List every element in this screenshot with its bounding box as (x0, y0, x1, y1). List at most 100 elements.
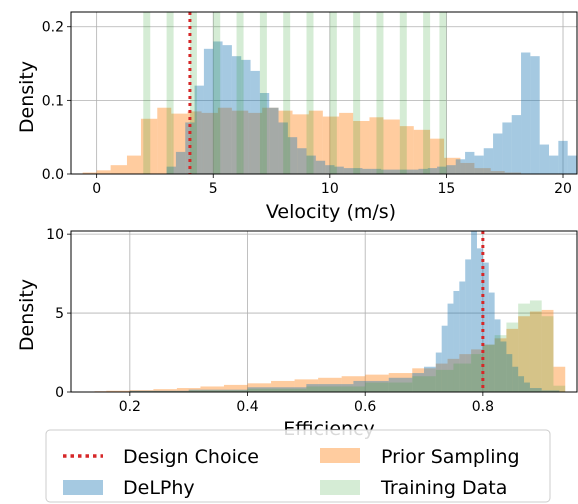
velocity-prior-sampling-bar-1 (96, 170, 111, 174)
efficiency-delphy-bar-10 (441, 325, 448, 392)
efficiency-prior-sampling-bar-22 (518, 316, 530, 392)
velocity-delphy-bar-24 (390, 169, 400, 174)
velocity-delphy-bar-18 (334, 166, 344, 174)
velocity-delphy-bar-30 (446, 165, 456, 174)
efficiency-training-data-bar-12 (506, 322, 519, 392)
velocity-prior-sampling-bar-15 (308, 110, 323, 174)
efficiency-delphy-bar-20 (500, 341, 507, 392)
velocity-delphy-bar-1 (175, 151, 186, 174)
efficiency-delphy-bar-12 (453, 290, 460, 392)
efficiency-training-data-bar-10 (482, 344, 495, 392)
efficiency-delphy-bar-24 (524, 382, 530, 392)
velocity-prior-sampling-bar-13 (278, 110, 293, 174)
velocity-delphy-bar-41 (549, 155, 559, 174)
efficiency-ytick-label-1: 5 (55, 306, 64, 322)
velocity-prior-sampling-bar-22 (413, 129, 431, 174)
velocity-prior-sampling-bar-20 (383, 119, 400, 174)
efficiency-delphy-bar-22 (512, 366, 519, 392)
efficiency-training-data-bar-6 (412, 376, 436, 392)
efficiency-training-data-bar-3 (247, 388, 307, 392)
velocity-delphy-bar-26 (409, 169, 419, 174)
legend-prior-sampling-swatch (320, 448, 360, 463)
efficiency-delphy-bar-7 (412, 373, 425, 392)
velocity-prior-sampling-bar-24 (444, 157, 461, 174)
efficiency-bars (94, 231, 566, 392)
velocity-delphy-bar-32 (465, 151, 475, 174)
velocity-xtick-label-1: 5 (209, 181, 218, 197)
velocity-series-prior-sampling (82, 107, 522, 174)
efficiency-prior-sampling-bar-3 (153, 389, 177, 392)
efficiency-training-data-bar-9 (471, 354, 483, 392)
efficiency-xtick-label-3: 0.8 (472, 399, 494, 415)
efficiency-delphy-bar-23 (518, 376, 525, 392)
velocity-prior-sampling-bar-2 (110, 165, 127, 174)
velocity-delphy-bar-12 (278, 122, 288, 174)
velocity-delphy-bar-11 (269, 107, 279, 174)
efficiency-delphy-bar-17 (482, 262, 489, 392)
velocity-delphy-bar-21 (362, 168, 372, 174)
velocity-series-training-data (143, 12, 447, 174)
velocity-training-data-bar-2 (189, 12, 197, 174)
velocity-delphy-bar-13 (287, 137, 298, 174)
velocity-training-data-bar-0 (143, 12, 151, 174)
velocity-delphy-bar-39 (530, 56, 540, 174)
velocity-delphy-bar-31 (455, 159, 466, 174)
velocity-delphy-bar-35 (493, 133, 503, 174)
velocity-xtick-label-3: 15 (438, 181, 456, 197)
efficiency-prior-sampling-bar-14 (412, 368, 436, 392)
efficiency-delphy-bar-14 (465, 259, 472, 392)
velocity-series-delphy (166, 41, 577, 175)
efficiency-prior-sampling-bar-21 (506, 328, 519, 392)
velocity-training-data-bar-12 (423, 12, 431, 174)
velocity-prior-sampling-bar-9 (217, 107, 232, 174)
velocity-prior-sampling-bar-7 (187, 111, 202, 174)
efficiency-prior-sampling-bar-1 (106, 390, 130, 392)
efficiency-prior-sampling-bar-19 (482, 344, 495, 392)
velocity-delphy-bar-38 (521, 52, 531, 174)
velocity-ticks: 0 5 10 15 20 0.0 0.1 0.2 (42, 20, 572, 197)
legend-training-data-swatch (320, 480, 360, 495)
efficiency-training-data-bar-11 (494, 335, 507, 392)
efficiency-training-data-bar-5 (365, 382, 413, 392)
efficiency-series-training-data (94, 300, 566, 392)
efficiency-ytick-label-0: 0 (55, 385, 64, 401)
efficiency-prior-sampling-bar-15 (435, 363, 448, 392)
velocity-xtick-label-4: 20 (554, 181, 572, 197)
efficiency-series-delphy (94, 231, 560, 392)
efficiency-delphy-bar-5 (353, 380, 389, 392)
velocity-delphy-bar-17 (325, 165, 335, 174)
velocity-prior-sampling-bar-16 (322, 116, 340, 174)
velocity-prior-sampling-bar-5 (157, 107, 172, 174)
efficiency-delphy-bar-18 (488, 292, 495, 392)
efficiency-delphy-bar-21 (506, 354, 513, 392)
efficiency-ylabel: Density (16, 279, 38, 351)
efficiency-delphy-bar-19 (494, 319, 501, 392)
legend-prior-sampling-label: Prior Sampling (381, 446, 520, 468)
velocity-training-data-bar-13 (439, 12, 447, 174)
efficiency-delphy-bar-15 (471, 231, 477, 392)
velocity-training-data-bar-3 (213, 12, 221, 174)
efficiency-training-data-bar-15 (541, 316, 554, 392)
efficiency-delphy-bar-25 (529, 388, 542, 392)
efficiency-prior-sampling-bar-16 (447, 358, 460, 392)
velocity-prior-sampling-bar-17 (339, 112, 354, 174)
efficiency-axes-frame (70, 230, 578, 393)
legend-delphy-swatch (63, 480, 103, 495)
legend: Design Choice Prior Sampling DeLPhy Trai… (45, 429, 551, 503)
velocity-panel: 0 5 10 15 20 0.0 0.1 0.2 Velocity (m/s) Density (16, 11, 578, 223)
velocity-prior-sampling-bar-8 (201, 112, 218, 174)
efficiency-training-data-bar-4 (306, 386, 366, 392)
efficiency-prior-sampling-bar-17 (459, 354, 472, 392)
velocity-prior-sampling-bar-3 (126, 155, 141, 174)
efficiency-prior-sampling-bar-4 (176, 388, 201, 392)
efficiency-prior-sampling-bar-23 (529, 311, 542, 392)
efficiency-delphy-bar-4 (306, 384, 354, 392)
efficiency-prior-sampling-bar-11 (341, 376, 366, 392)
velocity-xtick-label-0: 0 (92, 181, 101, 197)
efficiency-prior-sampling-bar-2 (129, 390, 154, 392)
efficiency-prior-sampling-bar-24 (541, 309, 554, 392)
velocity-delphy-bar-36 (502, 122, 512, 174)
velocity-training-data-bar-1 (166, 12, 174, 174)
